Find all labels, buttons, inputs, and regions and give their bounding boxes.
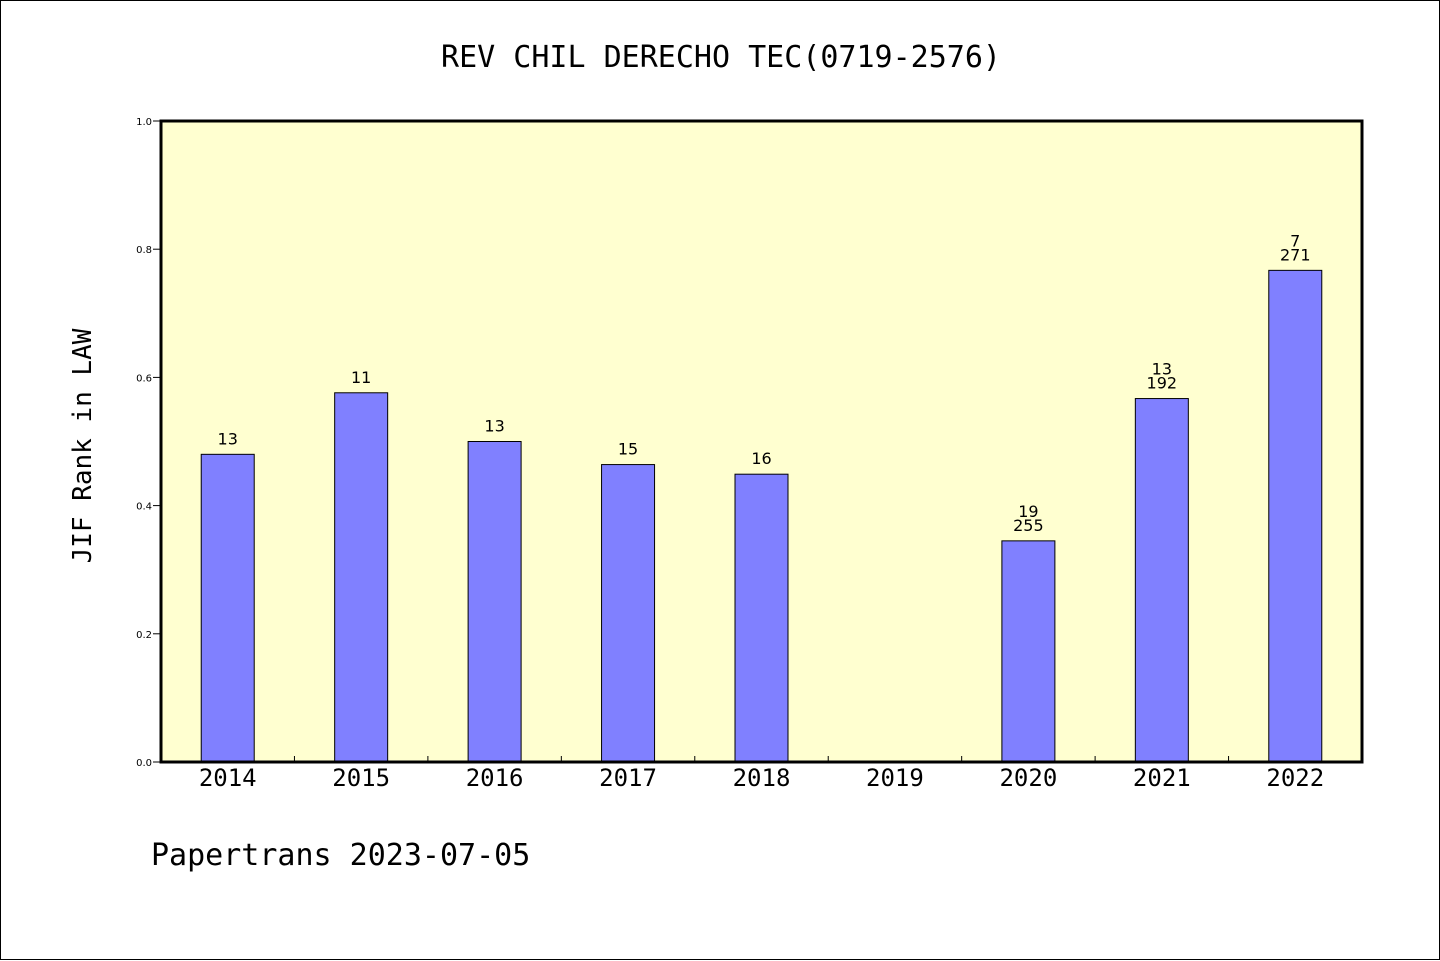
bar-2022 [1268, 269, 1323, 763]
x-tick-label: 2020 [999, 764, 1057, 792]
bar-2015 [334, 392, 389, 763]
bar-2020 [1001, 540, 1056, 763]
x-tick-label: 2014 [199, 764, 257, 792]
bar-value-label: 13 [484, 417, 504, 436]
bar-value-label: 16 [751, 449, 771, 468]
bar-value-label: 13 [218, 429, 238, 448]
bar-value-label: 19 [1018, 502, 1038, 521]
y-tick-label: 0.6 [136, 373, 152, 384]
x-tick-label: 2019 [866, 764, 924, 792]
bar-value-label: 271 [1280, 245, 1311, 264]
x-tick-label: 2018 [733, 764, 791, 792]
bar-2021 [1134, 398, 1189, 763]
plot-border [159, 119, 1364, 764]
x-tick-label: 2021 [1133, 764, 1191, 792]
y-tick-label: 0.2 [136, 630, 152, 641]
y-axis: 0.0 0.2 0.4 0.6 0.8 1.0 [136, 117, 161, 769]
bar-2014 [200, 453, 255, 763]
bar-2018 [734, 473, 789, 763]
x-tick-label: 2015 [332, 764, 390, 792]
y-tick-label: 0.8 [136, 245, 152, 256]
y-tick-label: 1.0 [136, 117, 152, 128]
x-axis: 2014 2015 2016 2017 2018 2019 2020 2021 2022 [199, 756, 1324, 792]
bar-value-label: 255 [1013, 516, 1044, 535]
bar-value-label: 7 [1290, 231, 1300, 250]
bar-value-label: 192 [1147, 374, 1178, 393]
y-tick-label: 0.0 [136, 758, 152, 769]
bar-value-label: 13 [1152, 360, 1172, 379]
x-tick-label: 2017 [599, 764, 657, 792]
bar-value-label: 11 [351, 368, 371, 387]
x-tick-label: 2016 [466, 764, 524, 792]
x-tick-label: 2022 [1266, 764, 1324, 792]
bar-value-label: 15 [618, 440, 638, 459]
bar-2017 [601, 464, 656, 763]
bar-series [200, 269, 1323, 763]
y-tick-label: 0.4 [136, 502, 152, 513]
y-axis-label: JIF Rank in LAW [68, 328, 98, 563]
footer-credit: Papertrans 2023-07-05 [151, 838, 530, 873]
bar-2016 [467, 441, 522, 763]
chart-title: REV CHIL DERECHO TEC(0719-2576) [441, 40, 1001, 75]
